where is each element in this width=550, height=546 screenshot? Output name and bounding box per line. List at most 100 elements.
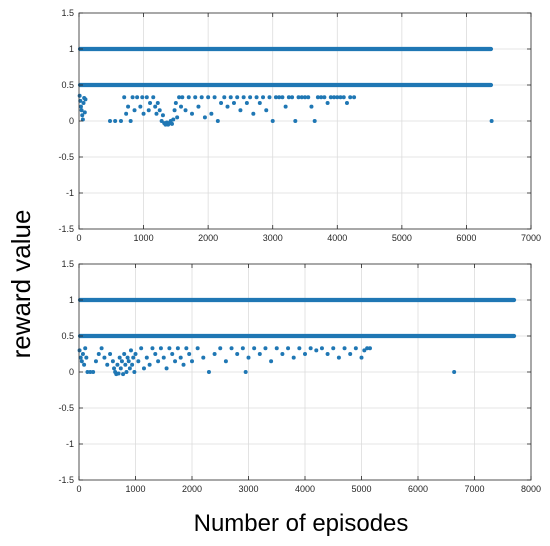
data-point bbox=[246, 355, 251, 360]
data-point bbox=[187, 352, 192, 356]
data-point bbox=[130, 362, 135, 367]
data-point bbox=[139, 346, 144, 351]
data-point bbox=[128, 119, 133, 123]
data-point bbox=[303, 95, 307, 100]
data-point bbox=[173, 101, 178, 105]
x-tick-label: 0 bbox=[76, 484, 81, 494]
data-point bbox=[306, 95, 311, 100]
data-point bbox=[240, 346, 245, 351]
data-point bbox=[344, 101, 349, 105]
data-point bbox=[267, 95, 272, 100]
data-point bbox=[79, 108, 84, 113]
data-point bbox=[328, 95, 333, 100]
x-tick-label: 0 bbox=[76, 233, 81, 243]
data-point bbox=[147, 362, 152, 367]
data-point bbox=[167, 346, 172, 351]
y-tick-label: 1.5 bbox=[61, 8, 74, 18]
data-point bbox=[322, 95, 327, 100]
data-point bbox=[171, 117, 176, 122]
data-point bbox=[78, 355, 83, 360]
data-point bbox=[77, 93, 82, 98]
data-point bbox=[132, 108, 137, 113]
data-point bbox=[206, 95, 211, 100]
x-tick-label: 8000 bbox=[521, 484, 541, 494]
plot-2: 0 1000 2000 3000 4000 5000 6000 7000 8000 -1.5 -1 -… bbox=[58, 259, 541, 494]
data-point bbox=[99, 346, 104, 351]
data-point bbox=[160, 113, 165, 118]
data-point bbox=[178, 355, 183, 360]
data-point bbox=[121, 372, 126, 377]
y-tick-label: 1.5 bbox=[61, 259, 74, 269]
data-point bbox=[367, 346, 372, 351]
data-point bbox=[261, 95, 266, 100]
data-point bbox=[146, 108, 151, 113]
data-point bbox=[235, 352, 240, 356]
data-point bbox=[173, 359, 178, 364]
data-point bbox=[136, 359, 141, 364]
data-point bbox=[212, 352, 217, 356]
y-tick-label: 0 bbox=[69, 116, 74, 126]
data-point bbox=[235, 95, 240, 100]
data-point bbox=[126, 359, 131, 364]
x-axis-label: Number of episodes bbox=[194, 510, 409, 537]
data-point bbox=[150, 346, 155, 351]
x-tick-label: 5000 bbox=[392, 233, 412, 243]
data-point bbox=[325, 101, 330, 105]
y-tick-label: 0.5 bbox=[61, 80, 74, 90]
data-point bbox=[164, 366, 169, 371]
data-point bbox=[117, 355, 122, 360]
x-tick-label: 4000 bbox=[295, 484, 315, 494]
data-point bbox=[283, 104, 288, 109]
data-point bbox=[312, 119, 317, 123]
data-point bbox=[118, 366, 123, 371]
data-point bbox=[252, 346, 257, 351]
data-point bbox=[127, 366, 132, 371]
data-point bbox=[125, 355, 130, 360]
data-point bbox=[489, 119, 494, 123]
data-point bbox=[83, 346, 88, 351]
data-point bbox=[286, 346, 291, 351]
data-point bbox=[352, 95, 357, 100]
data-point bbox=[175, 346, 180, 351]
data-point bbox=[141, 111, 146, 116]
data-point bbox=[177, 95, 182, 100]
data-point bbox=[80, 117, 85, 122]
data-point bbox=[113, 119, 118, 123]
data-point bbox=[190, 111, 194, 116]
data-point bbox=[112, 366, 117, 371]
data-point bbox=[244, 101, 249, 105]
data-point bbox=[315, 95, 320, 100]
data-point bbox=[228, 95, 233, 100]
data-point bbox=[273, 95, 278, 100]
data-point bbox=[348, 352, 353, 356]
data-point bbox=[342, 346, 347, 351]
data-point bbox=[264, 108, 269, 113]
data-point bbox=[229, 346, 234, 351]
data-point bbox=[115, 362, 120, 367]
data-point bbox=[141, 366, 146, 371]
data-point bbox=[79, 359, 84, 364]
data-point bbox=[319, 95, 324, 100]
data-point bbox=[80, 113, 85, 118]
data-point bbox=[269, 359, 274, 364]
data-point bbox=[308, 346, 313, 351]
data-point bbox=[116, 371, 121, 376]
data-point bbox=[309, 104, 314, 109]
data-point bbox=[96, 352, 101, 356]
y-tick-label: -1 bbox=[66, 439, 74, 449]
data-point bbox=[452, 370, 457, 374]
data-point bbox=[126, 104, 131, 109]
data-point bbox=[325, 352, 330, 356]
data-point bbox=[319, 346, 324, 351]
data-point bbox=[348, 95, 353, 100]
data-point bbox=[270, 119, 275, 123]
data-point bbox=[156, 359, 161, 364]
data-point bbox=[248, 95, 253, 100]
data-point bbox=[291, 355, 296, 360]
x-tick-label: 2000 bbox=[198, 233, 218, 243]
data-point bbox=[303, 352, 307, 356]
data-point bbox=[154, 111, 159, 116]
data-point bbox=[341, 95, 346, 100]
data-point bbox=[186, 95, 191, 100]
data-point bbox=[81, 101, 86, 105]
